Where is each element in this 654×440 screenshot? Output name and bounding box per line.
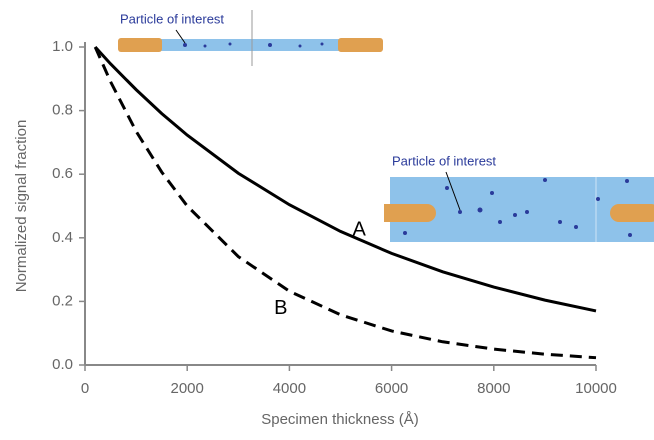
x-tick-label: 0 xyxy=(81,380,89,397)
y-tick-label: 1.0 xyxy=(52,38,73,55)
y-tick-label: 0.0 xyxy=(52,356,73,373)
x-tick-label: 4000 xyxy=(273,380,306,397)
y-tick-label: 0.4 xyxy=(52,229,73,246)
curve-label: B xyxy=(274,297,287,319)
inset-label: Particle of interest xyxy=(392,153,496,168)
line-series xyxy=(94,45,597,313)
inset-right xyxy=(384,171,654,242)
y-tick-label: 0.8 xyxy=(52,102,73,119)
x-axis-title: Specimen thickness (Å) xyxy=(261,411,419,428)
y-tick-label: 0.2 xyxy=(52,292,73,309)
x-tick-label: 2000 xyxy=(171,380,204,397)
curve-label: A xyxy=(353,219,367,241)
y-axis-title: Normalized signal fraction xyxy=(13,120,30,293)
inset-top xyxy=(118,10,383,66)
x-tick-label: 10000 xyxy=(575,380,617,397)
x-tick-label: 8000 xyxy=(477,380,510,397)
x-tick-label: 6000 xyxy=(375,380,408,397)
y-tick-label: 0.6 xyxy=(52,165,73,182)
inset-label: Particle of interest xyxy=(120,11,224,26)
